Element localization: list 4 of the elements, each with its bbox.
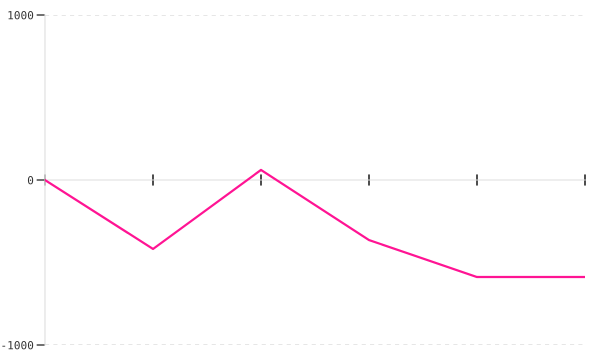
y-tick-label: -1000 bbox=[2, 341, 34, 350]
y-tick-label: 0 bbox=[28, 176, 34, 184]
line-series bbox=[45, 168, 585, 278]
y-tick-label: 1000 bbox=[8, 11, 34, 20]
